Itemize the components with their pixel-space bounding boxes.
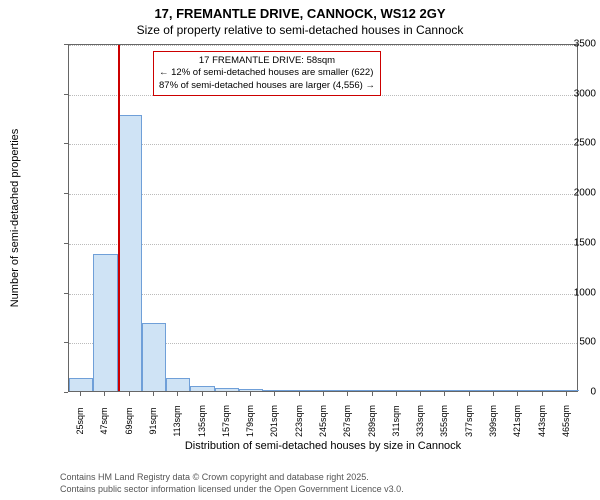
xtick-mark [566, 392, 567, 396]
xtick-label: 311sqm [391, 405, 401, 436]
xtick-label: 91sqm [148, 407, 158, 434]
ytick-mark [64, 44, 68, 45]
xtick-label: 289sqm [367, 405, 377, 437]
gridline [69, 45, 577, 46]
ytick-mark [64, 293, 68, 294]
gridline [69, 194, 577, 195]
xtick-mark [177, 392, 178, 396]
xtick-mark [493, 392, 494, 396]
ytick-label: 1500 [534, 237, 596, 248]
xtick-label: 223sqm [294, 405, 304, 437]
histogram-bar [312, 390, 336, 391]
xtick-mark [469, 392, 470, 396]
xtick-label: 157sqm [221, 405, 231, 437]
histogram-bar [118, 115, 142, 391]
xtick-mark [250, 392, 251, 396]
xtick-mark [153, 392, 154, 396]
xtick-label: 47sqm [99, 407, 109, 434]
xtick-label: 245sqm [318, 405, 328, 437]
footer-line-2: Contains public sector information licen… [60, 484, 404, 494]
annotation-line: 17 FREMANTLE DRIVE: 58sqm [159, 55, 375, 67]
xtick-label: 465sqm [561, 405, 571, 437]
xtick-mark [104, 392, 105, 396]
histogram-bar [336, 390, 360, 391]
histogram-plot: 17 FREMANTLE DRIVE: 58sqm← 12% of semi-d… [68, 44, 578, 392]
xtick-mark [372, 392, 373, 396]
ytick-mark [64, 193, 68, 194]
xtick-mark [80, 392, 81, 396]
ytick-label: 3500 [534, 39, 596, 50]
histogram-bar [215, 388, 239, 391]
xtick-label: 25sqm [75, 407, 85, 434]
ytick-mark [64, 94, 68, 95]
annotation-line: ← 12% of semi-detached houses are smalle… [159, 67, 375, 79]
ytick-mark [64, 143, 68, 144]
xtick-label: 333sqm [415, 405, 425, 437]
property-marker-line [118, 45, 120, 391]
xtick-label: 421sqm [512, 405, 522, 437]
y-axis-label: Number of semi-detached properties [9, 129, 21, 308]
xtick-label: 113sqm [172, 405, 182, 436]
xtick-mark [202, 392, 203, 396]
xtick-label: 355sqm [439, 405, 449, 437]
histogram-bar [93, 254, 117, 391]
xtick-mark [323, 392, 324, 396]
xtick-label: 201sqm [269, 405, 279, 437]
histogram-bar [166, 378, 190, 391]
xtick-mark [299, 392, 300, 396]
xtick-label: 399sqm [488, 405, 498, 437]
histogram-bar [263, 390, 287, 391]
gridline [69, 244, 577, 245]
xtick-label: 135sqm [197, 405, 207, 437]
annotation-box: 17 FREMANTLE DRIVE: 58sqm← 12% of semi-d… [153, 51, 381, 96]
histogram-bar [409, 390, 433, 391]
histogram-bar [482, 390, 506, 391]
histogram-bar [69, 378, 93, 391]
xtick-mark [444, 392, 445, 396]
histogram-bar [239, 389, 263, 391]
x-axis-label: Distribution of semi-detached houses by … [68, 440, 578, 452]
xtick-mark [420, 392, 421, 396]
ytick-label: 500 [534, 337, 596, 348]
ytick-label: 3000 [534, 88, 596, 99]
ytick-label: 1000 [534, 287, 596, 298]
histogram-bar [506, 390, 530, 391]
xtick-label: 69sqm [124, 407, 134, 434]
histogram-bar [458, 390, 482, 391]
xtick-mark [226, 392, 227, 396]
ytick-label: 2500 [534, 138, 596, 149]
page-title: 17, FREMANTLE DRIVE, CANNOCK, WS12 2GY [0, 0, 600, 21]
footer-line-1: Contains HM Land Registry data © Crown c… [60, 472, 369, 482]
histogram-bar [190, 386, 214, 391]
ytick-mark [64, 243, 68, 244]
xtick-label: 377sqm [464, 405, 474, 437]
ytick-label: 2000 [534, 188, 596, 199]
xtick-mark [347, 392, 348, 396]
xtick-mark [542, 392, 543, 396]
histogram-bar [360, 390, 384, 391]
xtick-label: 179sqm [245, 405, 255, 437]
histogram-bar [385, 390, 409, 391]
xtick-mark [129, 392, 130, 396]
histogram-bar [288, 390, 312, 391]
page-subtitle: Size of property relative to semi-detach… [0, 21, 600, 37]
gridline [69, 294, 577, 295]
xtick-label: 267sqm [342, 405, 352, 437]
xtick-mark [274, 392, 275, 396]
histogram-bar [433, 390, 457, 391]
gridline [69, 144, 577, 145]
ytick-mark [64, 342, 68, 343]
annotation-line: 87% of semi-detached houses are larger (… [159, 80, 375, 92]
xtick-mark [517, 392, 518, 396]
ytick-mark [64, 392, 68, 393]
histogram-bar [142, 323, 166, 391]
xtick-label: 443sqm [537, 405, 547, 437]
xtick-mark [396, 392, 397, 396]
